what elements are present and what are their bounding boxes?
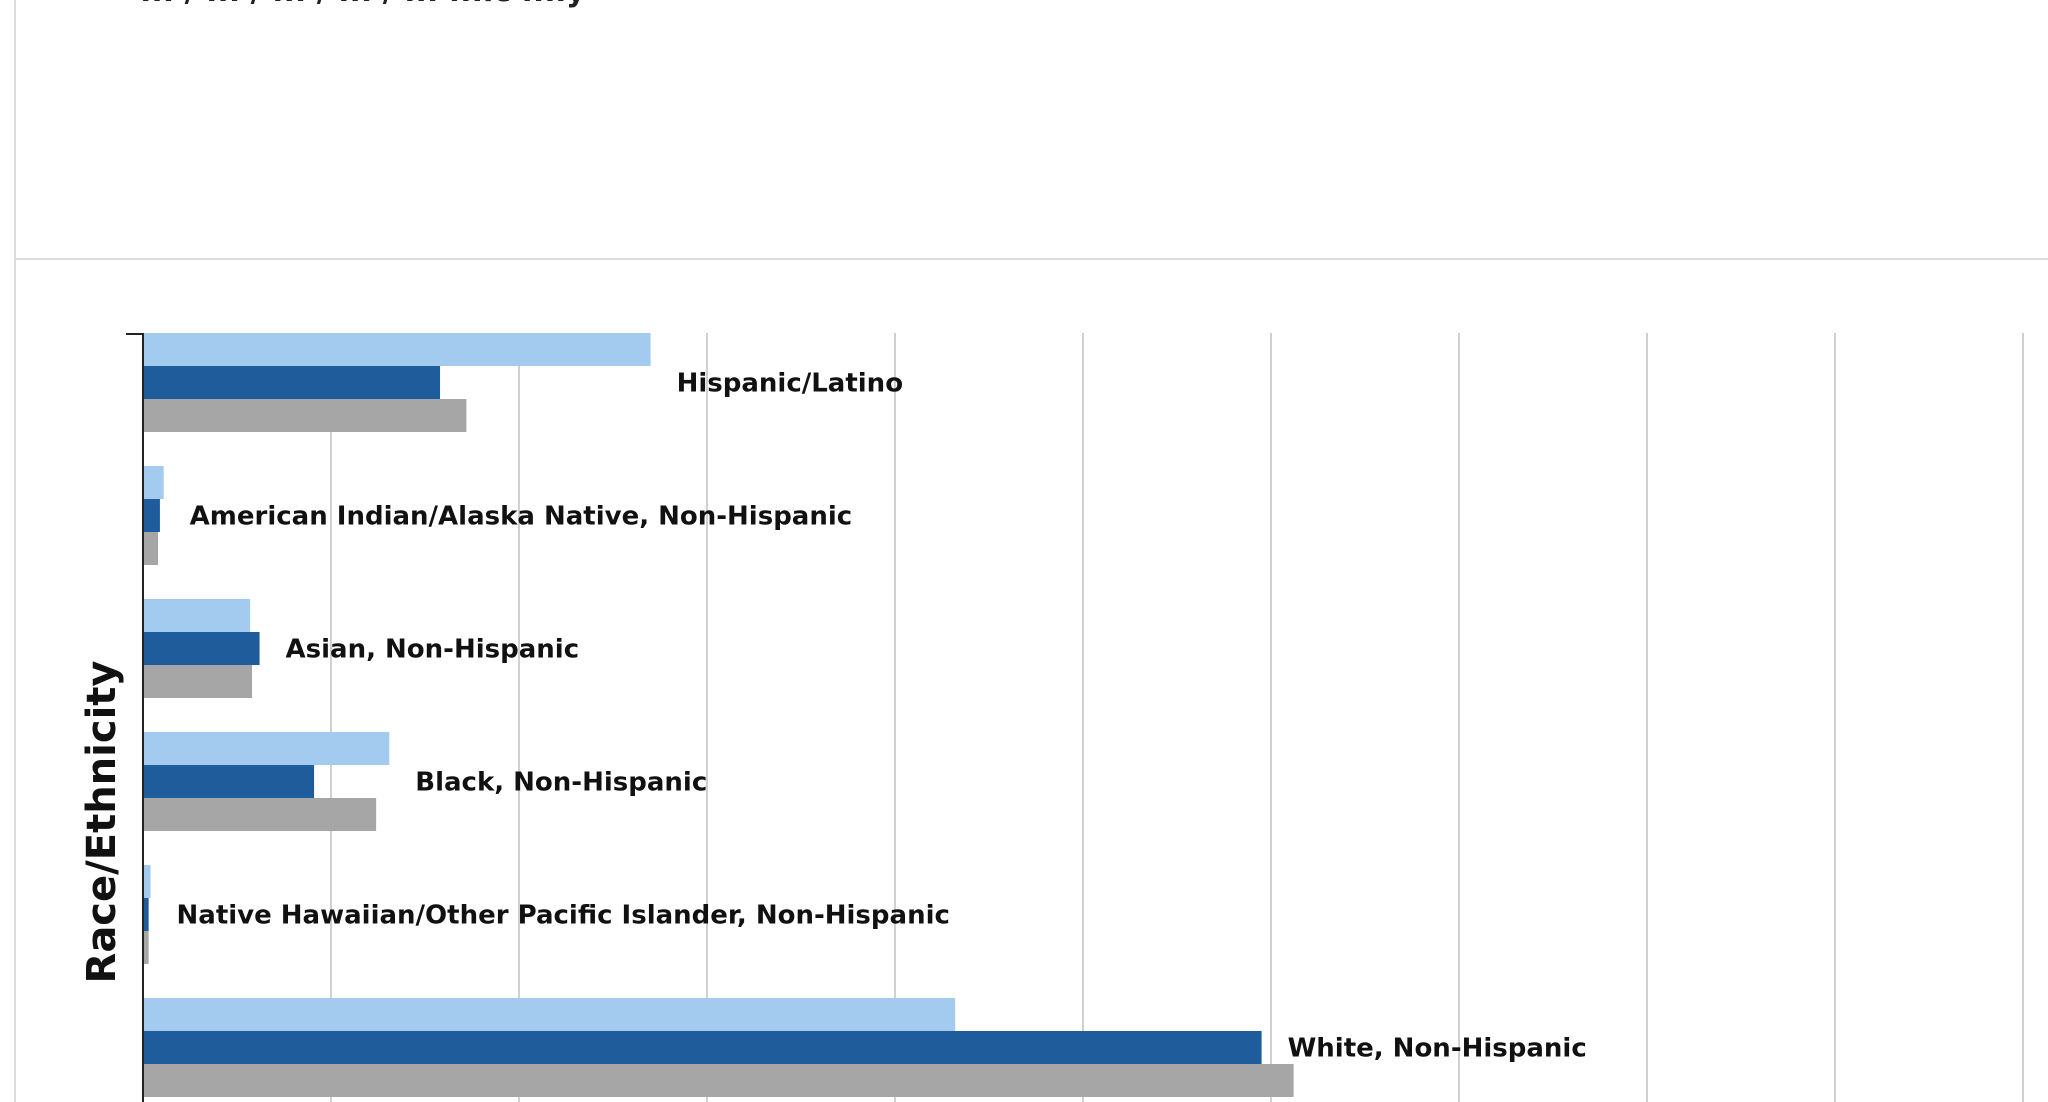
bar: [143, 499, 160, 532]
bar: [143, 532, 159, 565]
bar: [143, 333, 651, 366]
bar: [143, 798, 377, 831]
bar: [143, 865, 151, 898]
bar: [143, 466, 164, 499]
bar: [143, 366, 441, 399]
bar: [143, 1031, 1262, 1064]
category-label: Native Hawaiian/Other Pacific Islander, …: [177, 901, 950, 931]
bar: [143, 732, 390, 765]
left-border: [14, 0, 16, 1102]
category-label: Black, Non-Hispanic: [415, 768, 707, 798]
category-label: American Indian/Alaska Native, Non-Hispa…: [190, 502, 853, 532]
bar: [143, 599, 251, 632]
y-axis-label: Race/Ethnicity: [79, 661, 125, 984]
bar: [143, 665, 253, 698]
category-label: White, Non-Hispanic: [1288, 1034, 1587, 1064]
gridlines: [330, 333, 2024, 1102]
bars: [143, 333, 1294, 1097]
category-label: Hispanic/Latino: [677, 369, 903, 399]
header-divider: [14, 258, 2048, 260]
bar: [143, 1064, 1294, 1097]
bar: [143, 399, 467, 432]
chart-title-partial: ... / ... / ... / ... / ... ...ic ...ly: [140, 0, 586, 9]
category-label: Asian, Non-Hispanic: [286, 635, 580, 665]
bar: [143, 898, 149, 931]
category-labels: Hispanic/Latino American Indian/Alaska Na…: [177, 369, 1587, 1064]
bar: [143, 632, 260, 665]
bar: [143, 998, 956, 1031]
bar: [143, 765, 315, 798]
bar: [143, 931, 149, 964]
